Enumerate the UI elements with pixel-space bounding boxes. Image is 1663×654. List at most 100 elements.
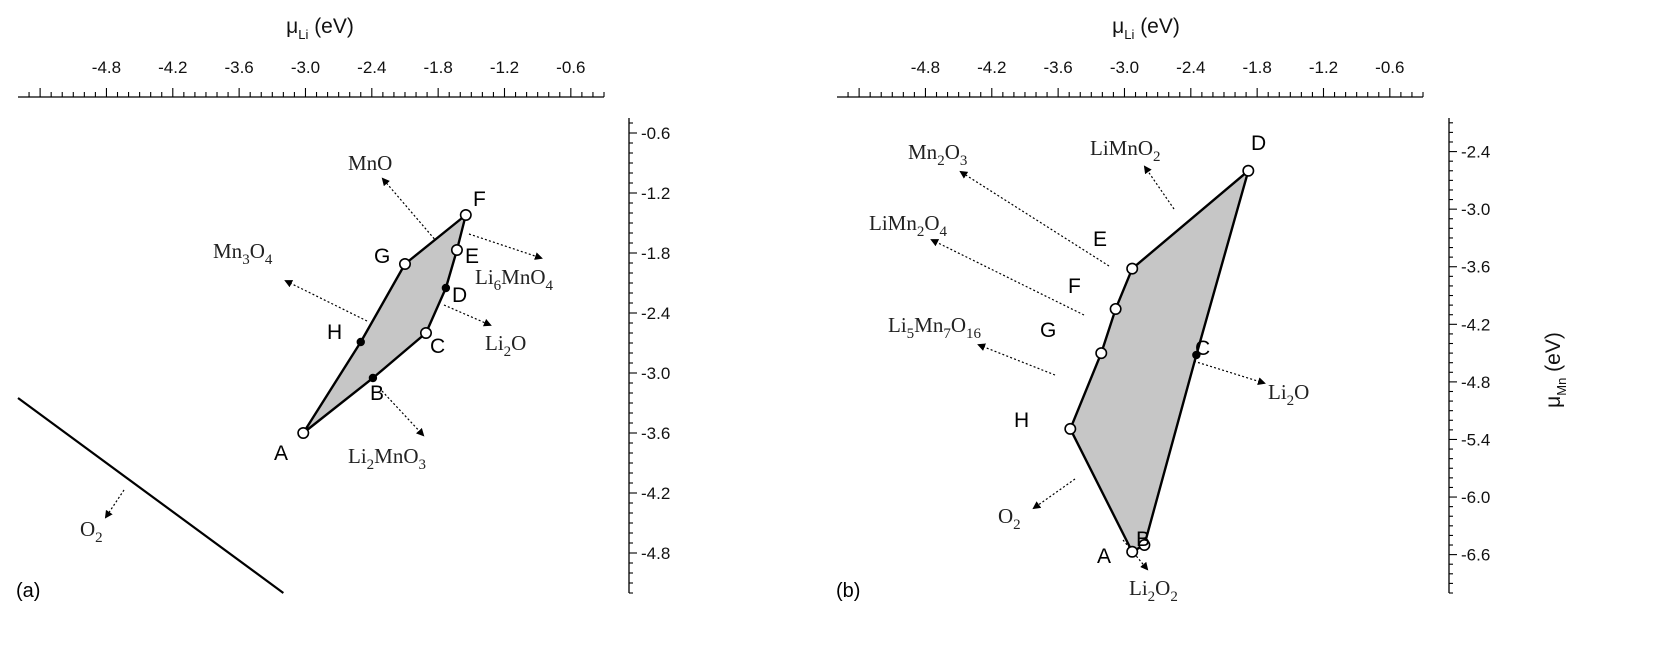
vertex-marker-C xyxy=(1192,350,1201,360)
vertex-marker-H xyxy=(356,337,365,347)
y-tick-label: -4.2 xyxy=(641,484,670,503)
vertex-label-a-A: A xyxy=(274,442,288,465)
x-axis-title-b: μLi (eV) xyxy=(1112,15,1180,42)
arrow-o2-b xyxy=(1032,478,1076,510)
arrow-li2mno3 xyxy=(381,390,425,437)
x-tick-label: -2.4 xyxy=(357,58,386,77)
y-tick-label: -3.0 xyxy=(641,364,670,383)
y-tick-label: -5.4 xyxy=(1461,430,1490,449)
phase-label-limno2: LiMnO2 xyxy=(1090,136,1161,165)
y-tick-label: -1.8 xyxy=(641,244,670,263)
vertex-label-b-F: F xyxy=(1068,275,1081,298)
vertex-markers-a xyxy=(297,209,472,439)
phase-label-li6mno4: Li6MnO4 xyxy=(475,265,554,294)
arrow-li5mn7o16 xyxy=(977,343,1056,376)
phase-label-li2mno3: Li2MnO3 xyxy=(348,444,426,473)
vertex-label-b-H: H xyxy=(1014,409,1029,432)
vertex-label-a-C: C xyxy=(430,335,445,358)
x-tick-label: -1.2 xyxy=(1309,58,1338,77)
phase-labels-b: Mn2O3 LiMnO2 LiMn2O4 Li5Mn7O16 Li2O O2 L… xyxy=(869,136,1309,605)
vertex-marker-B xyxy=(1138,539,1151,552)
arrow-o2-a xyxy=(104,489,125,519)
phase-label-mn2o3: Mn2O3 xyxy=(908,140,967,169)
vertex-marker-G xyxy=(1095,347,1108,360)
x-tick-label: -3.0 xyxy=(1110,58,1139,77)
x-tick-label: -4.8 xyxy=(92,58,121,77)
x-tick-label: -0.6 xyxy=(556,58,585,77)
panel-label-a: (a) xyxy=(16,580,40,602)
vertex-marker-A xyxy=(297,426,310,439)
vertex-marker-E xyxy=(450,244,463,257)
vertex-marker-F xyxy=(1109,302,1122,315)
phase-label-limn2o4: LiMn2O4 xyxy=(869,211,948,240)
y-axis-a: -0.6 -1.2 -1.8 -2.4 -3.0 -3.6 -4.2 -4.8 xyxy=(628,118,670,594)
arrow-li2o2 xyxy=(1122,539,1149,571)
vertex-marker-F xyxy=(459,209,472,222)
vertex-labels-b: A B C D E F G H xyxy=(1014,132,1266,568)
vertex-label-b-E: E xyxy=(1093,228,1107,251)
arrow-li2o-a xyxy=(443,304,492,327)
y-tick-label: -0.6 xyxy=(641,124,670,143)
phase-label-li2o-a: Li2O xyxy=(485,331,526,360)
x-tick-label: -1.2 xyxy=(490,58,519,77)
vertex-label-b-D: D xyxy=(1251,132,1266,155)
y-tick-label: -4.8 xyxy=(1461,373,1490,392)
arrow-li6mno4 xyxy=(468,233,543,260)
vertex-marker-A xyxy=(1126,545,1139,558)
x-tick-label: -4.8 xyxy=(911,58,940,77)
y-tick-label: -3.6 xyxy=(1461,258,1490,277)
vertex-marker-D xyxy=(1242,164,1255,177)
y-tick-label: -4.2 xyxy=(1461,315,1490,334)
y-axis-title-b: μMn (eV) xyxy=(1542,332,1569,408)
arrow-limno2 xyxy=(1143,165,1175,210)
vertex-label-b-C: C xyxy=(1195,337,1210,360)
y-axis-b: -2.4 -3.0 -3.6 -4.2 -4.8 -5.4 -6.0 -6.6 xyxy=(1448,118,1490,594)
vertex-label-a-B: B xyxy=(370,382,384,405)
phase-label-mn3o4: Mn3O4 xyxy=(213,239,273,268)
panel-b: μLi (eV) μMn (eV) -4.8 -4.2 -3.6 -3.0 -2.4 -1… xyxy=(836,15,1569,605)
vertex-markers-b xyxy=(1064,164,1255,558)
arrows-a xyxy=(104,177,543,519)
phase-label-mno: MnO xyxy=(348,151,392,175)
x-tick-label: -0.6 xyxy=(1375,58,1404,77)
vertex-marker-B xyxy=(368,373,378,383)
arrows-b xyxy=(930,165,1266,571)
phase-label-li2o2: Li2O2 xyxy=(1129,576,1178,605)
o2-boundary-line xyxy=(17,397,285,594)
x-axis-b: -4.8 -4.2 -3.6 -3.0 -2.4 -1.8 -1.2 -0.6 xyxy=(837,58,1424,98)
x-axis-title-a: μLi (eV) xyxy=(286,15,354,42)
vertex-label-a-G: G xyxy=(374,245,390,268)
x-tick-label: -3.6 xyxy=(1043,58,1072,77)
phase-labels-a: MnO Mn3O4 Li6MnO4 Li2O Li2MnO3 O2 xyxy=(80,151,554,546)
panel-label-b: (b) xyxy=(836,580,860,602)
x-tick-label: -2.4 xyxy=(1176,58,1205,77)
arrow-mn3o4 xyxy=(284,280,368,322)
y-tick-label: -3.6 xyxy=(641,424,670,443)
phase-label-li2o-b: Li2O xyxy=(1268,380,1309,409)
vertex-marker-D xyxy=(441,283,451,293)
vertex-label-a-F: F xyxy=(473,188,486,211)
y-tick-label: -6.6 xyxy=(1461,546,1490,565)
vertex-label-b-G: G xyxy=(1040,319,1056,342)
y-tick-label: -1.2 xyxy=(641,184,670,203)
vertex-marker-E xyxy=(1126,262,1139,275)
vertex-marker-C xyxy=(419,326,432,339)
phase-label-o2-a: O2 xyxy=(80,517,103,546)
vertex-marker-H xyxy=(1064,422,1077,435)
x-tick-label: -4.2 xyxy=(158,58,187,77)
x-tick-label: -1.8 xyxy=(424,58,453,77)
vertex-label-a-E: E xyxy=(465,245,479,268)
arrow-limn2o4 xyxy=(930,239,1085,316)
vertex-marker-G xyxy=(398,257,411,270)
vertex-label-a-H: H xyxy=(327,321,342,344)
panel-a: μLi (eV) -4.8 -4.2 -3.6 -3.0 -2.4 -1.8 -1.2 -0.… xyxy=(16,15,670,602)
y-tick-label: -2.4 xyxy=(1461,143,1490,162)
y-tick-label: -6.0 xyxy=(1461,488,1490,507)
x-tick-label: -1.8 xyxy=(1243,58,1272,77)
y-tick-label: -3.0 xyxy=(1461,200,1490,219)
x-tick-label: -4.2 xyxy=(977,58,1006,77)
phase-label-li5mn7o16: Li5Mn7O16 xyxy=(888,313,982,342)
vertex-label-a-D: D xyxy=(452,284,467,307)
vertex-labels-a: A B C D E F G H xyxy=(274,188,486,465)
